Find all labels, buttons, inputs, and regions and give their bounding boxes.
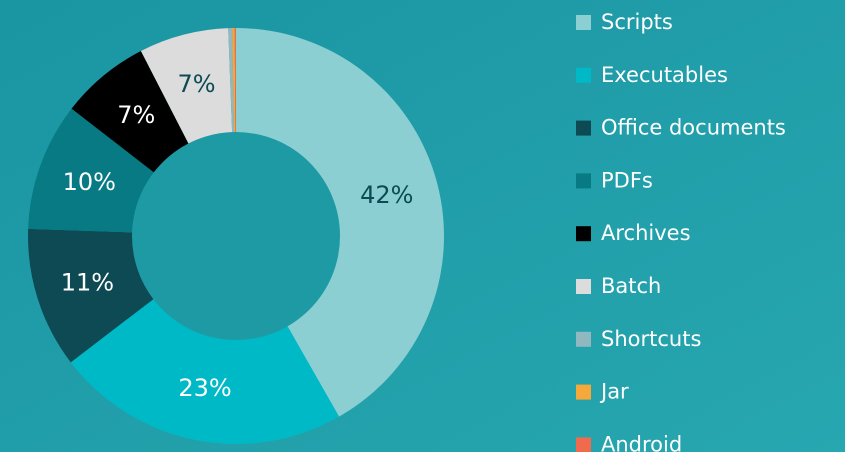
legend-swatch bbox=[576, 173, 591, 189]
legend-label: Archives bbox=[601, 221, 691, 245]
legend-label: Jar bbox=[599, 380, 629, 404]
value-label: 23% bbox=[178, 374, 231, 402]
donut-hole bbox=[132, 132, 340, 340]
legend-swatch bbox=[576, 120, 591, 136]
legend-label: Executables bbox=[601, 63, 728, 87]
legend-label: Office documents bbox=[601, 116, 786, 140]
legend-label: Batch bbox=[601, 274, 661, 298]
legend-swatch bbox=[576, 67, 591, 83]
value-label: 10% bbox=[63, 168, 116, 196]
legend-label: PDFs bbox=[601, 168, 653, 192]
value-label: 11% bbox=[61, 268, 114, 296]
legend-swatch bbox=[576, 226, 591, 242]
legend-label: Scripts bbox=[601, 10, 673, 34]
legend-swatch bbox=[576, 331, 591, 347]
value-label: 42% bbox=[360, 181, 413, 209]
legend-label: Android bbox=[601, 432, 682, 452]
legend-label: Shortcuts bbox=[601, 327, 701, 351]
legend-swatch bbox=[576, 384, 591, 400]
value-label: 7% bbox=[177, 70, 215, 98]
value-label: 7% bbox=[117, 101, 155, 129]
labels: 42% 23% 11% 10% 7% 7% bbox=[61, 70, 414, 402]
legend-swatch bbox=[576, 15, 591, 30]
slice bbox=[70, 236, 340, 444]
legend-swatch bbox=[576, 279, 591, 294]
legend-swatch bbox=[576, 437, 591, 452]
legend: Scripts Executables Office documents PDFs Ar… bbox=[576, 10, 786, 452]
